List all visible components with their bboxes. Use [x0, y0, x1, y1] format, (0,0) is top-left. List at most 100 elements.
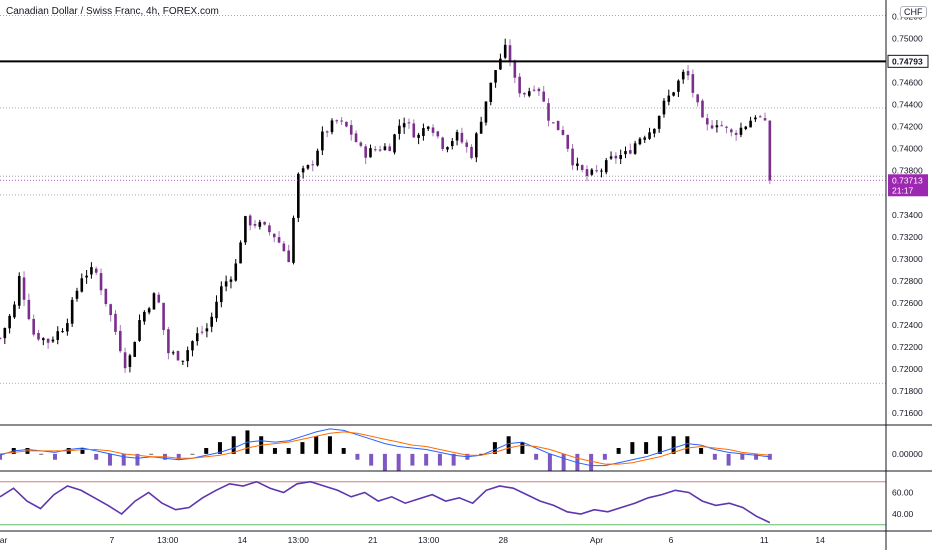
candle-body — [143, 311, 146, 322]
candle-body — [248, 215, 252, 226]
candle-body — [335, 120, 339, 122]
candle-body — [330, 120, 334, 133]
candle-body — [13, 304, 16, 318]
candle-body — [287, 250, 290, 263]
candle-body — [46, 338, 50, 343]
macd-histogram-bar — [671, 436, 676, 454]
candle-body — [133, 341, 137, 357]
rsi-pane: 60.00 40.00 — [0, 480, 914, 526]
candle-body — [407, 122, 411, 124]
candle-body — [200, 331, 204, 333]
macd-histogram-bar — [0, 453, 2, 460]
candle-body — [22, 277, 26, 300]
candle-body — [479, 121, 483, 134]
candle-body — [600, 170, 603, 172]
candle-body — [94, 268, 98, 273]
macd-histogram-bar — [190, 453, 195, 455]
candle-body — [484, 101, 488, 123]
candle-body — [157, 294, 161, 303]
candle-body — [705, 118, 709, 125]
candle-body — [465, 142, 469, 147]
price-tick-label: 0.73000 — [892, 254, 923, 264]
candle-body — [345, 121, 348, 127]
candle-body — [653, 128, 656, 134]
candle-body — [590, 169, 594, 175]
candle-body — [321, 131, 324, 151]
macd-histogram-bar — [327, 436, 332, 454]
candle-body — [715, 125, 719, 128]
resistance-line-layer — [0, 60, 886, 181]
candle-body — [576, 163, 579, 166]
candle-body — [32, 318, 35, 335]
candle-body — [556, 120, 560, 131]
macd-histogram-bar — [382, 453, 387, 472]
candle-body — [508, 45, 512, 62]
macd-histogram-bar — [272, 448, 277, 454]
grid-layer — [0, 15, 886, 384]
candle-body — [426, 126, 430, 129]
candle-body — [61, 331, 64, 333]
macd-histogram-bar — [135, 453, 140, 466]
candle-body — [571, 148, 574, 166]
candle-body — [349, 125, 353, 135]
macd-histogram-bar — [217, 442, 222, 454]
candle-body — [749, 120, 752, 128]
candle-body — [109, 304, 112, 316]
candle-body — [85, 275, 88, 278]
candle-body — [604, 160, 608, 173]
candle-body — [364, 146, 367, 158]
macd-histogram-bar — [94, 453, 99, 460]
candle-body — [282, 243, 286, 252]
macd-histogram-bar — [726, 453, 731, 466]
candle-body — [325, 131, 329, 133]
macd-histogram-bar — [630, 442, 635, 454]
candle-body — [253, 224, 257, 226]
candle-body — [272, 233, 276, 238]
macd-histogram-bar — [479, 453, 484, 455]
candle-body — [359, 142, 363, 146]
candle-body — [595, 170, 598, 172]
candle-body — [710, 125, 714, 129]
macd-histogram-bar — [644, 442, 649, 454]
candle-body — [268, 225, 271, 233]
candle-body — [417, 134, 420, 138]
macd-histogram-bar — [52, 453, 57, 460]
candle-body — [758, 116, 762, 118]
candle-body — [523, 92, 526, 95]
candle-body — [475, 133, 478, 158]
candle-body — [8, 315, 11, 329]
candle-body — [191, 341, 194, 351]
macd-histogram-bar — [699, 448, 704, 454]
price-tick-label: 0.72000 — [892, 364, 923, 374]
time-tick-label: 7 — [109, 535, 114, 545]
price-tick-label: 0.71600 — [892, 408, 923, 418]
macd-histogram-bar — [520, 442, 525, 454]
candle-body — [768, 120, 772, 181]
price-tick-label: 0.75000 — [892, 34, 923, 44]
macd-histogram-bar — [740, 453, 745, 460]
macd-signal-line — [0, 431, 770, 465]
candle-body — [210, 316, 214, 327]
candle-body — [624, 151, 627, 155]
countdown-label: 21:17 — [892, 185, 914, 195]
currency-badge[interactable]: CHF — [900, 6, 927, 18]
candle-body — [220, 286, 223, 303]
candle-body — [369, 148, 372, 158]
candle-body — [306, 165, 310, 169]
resistance-price-label: 0.74793 — [892, 56, 923, 66]
candle-body — [258, 222, 262, 227]
candle-body — [628, 150, 632, 154]
time-tick-label: 14 — [238, 535, 248, 545]
macd-histogram-bar — [424, 453, 429, 466]
candle-body — [499, 58, 502, 70]
price-tick-label: 0.73400 — [892, 210, 923, 220]
candle-body — [51, 339, 55, 342]
candle-body — [446, 147, 449, 150]
macd-pane: 0.00000 — [0, 428, 923, 472]
candle-body — [195, 333, 199, 342]
macd-histogram-bar — [149, 453, 154, 455]
candle-body — [383, 146, 387, 151]
price-tick-label: 0.73200 — [892, 232, 923, 242]
price-tick-label: 0.74200 — [892, 122, 923, 132]
candle-body — [677, 80, 680, 92]
